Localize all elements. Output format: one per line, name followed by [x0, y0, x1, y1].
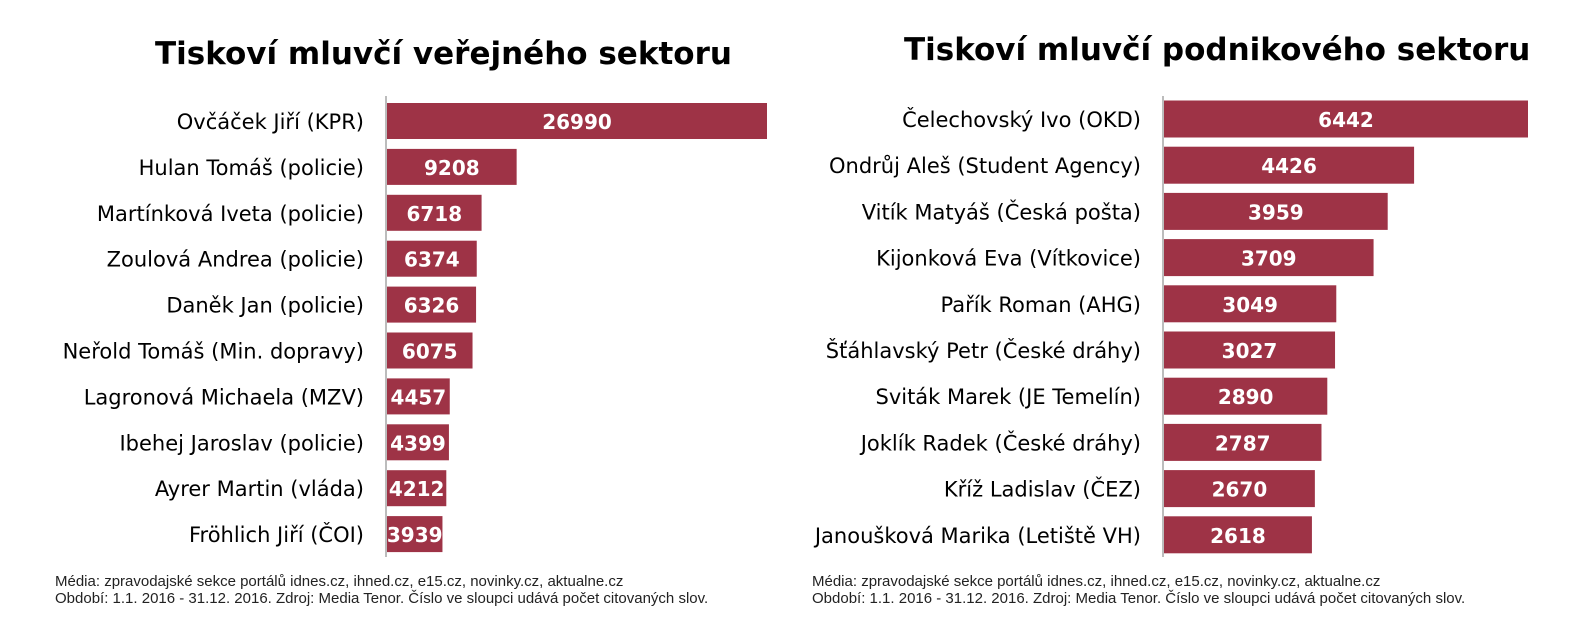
bar-chart-corporate-sector: Čelechovský Ivo (OKD) 6442 Ondrůj Aleš (St…: [813, 96, 1528, 557]
data-label: 6442: [1318, 108, 1374, 132]
bar: [1164, 470, 1315, 508]
category-label: Daněk Jan (policie): [166, 294, 364, 318]
bar: [1164, 516, 1312, 554]
data-label: 3939: [387, 523, 443, 547]
data-label: 3709: [1241, 247, 1297, 271]
data-label: 26990: [542, 110, 612, 134]
data-label: 2890: [1218, 385, 1274, 409]
category-label: Janoušková Marika (Letiště VH): [813, 524, 1141, 548]
chart-title-corporate-sector: Tiskoví mluvčí podnikového sektoru: [904, 32, 1531, 68]
source-note-period: Období: 1.1. 2016 - 31.12. 2016. Zdroj: …: [812, 590, 1466, 607]
category-label: Ibehej Jaroslav (policie): [119, 431, 364, 455]
bar: [387, 286, 477, 323]
source-note-public-sector: Média: zpravodajské sekce portálů idnes.…: [55, 573, 708, 607]
category-label: Joklík Radek (České dráhy): [859, 430, 1141, 455]
data-label: 3027: [1222, 339, 1278, 363]
category-label: Martínková Iveta (policie): [97, 202, 364, 226]
bar: [1164, 331, 1336, 369]
category-label: Vitík Matyáš (Česká pošta): [862, 199, 1141, 224]
source-note-media: Média: zpravodajské sekce portálů idnes.…: [55, 573, 624, 590]
chart-title-public-sector: Tiskoví mluvčí veřejného sektoru: [155, 36, 732, 72]
source-note-corporate-sector: Média: zpravodajské sekce portálů idnes.…: [812, 573, 1465, 607]
category-label: Ondrůj Aleš (Student Agency): [829, 154, 1141, 178]
category-label: Zoulová Andrea (policie): [107, 248, 364, 272]
bar: [387, 194, 482, 231]
category-label: Sviták Marek (JE Temelín): [875, 385, 1141, 409]
data-label: 9208: [424, 156, 480, 180]
data-label: 4426: [1261, 154, 1317, 178]
source-note-period: Období: 1.1. 2016 - 31.12. 2016. Zdroj: …: [55, 590, 709, 607]
category-label: Ovčáček Jiří (KPR): [177, 110, 364, 134]
category-label: Hulan Tomáš (policie): [139, 156, 364, 180]
data-label: 6718: [406, 202, 462, 226]
bar: [1164, 285, 1337, 323]
bar: [387, 378, 450, 415]
data-label: 3959: [1248, 200, 1304, 224]
category-label: Fröhlich Jiří (ČOI): [189, 522, 364, 547]
bar-chart-public-sector: Ovčáček Jiří (KPR) 26990 Hulan Tomáš (poli…: [63, 96, 767, 557]
bar: [387, 148, 517, 185]
data-label: 2787: [1215, 431, 1271, 455]
data-label: 6075: [402, 340, 458, 364]
category-label: Čelechovský Ivo (OKD): [902, 107, 1141, 132]
data-label: 6326: [404, 294, 460, 318]
data-label: 4399: [390, 431, 446, 455]
bar: [1164, 100, 1528, 138]
data-label: 2670: [1212, 478, 1268, 502]
bar: [387, 424, 449, 461]
bar: [1164, 423, 1322, 461]
source-note-media: Média: zpravodajské sekce portálů idnes.…: [812, 573, 1381, 590]
category-label: Lagronová Michaela (MZV): [84, 385, 364, 409]
category-label: Neřold Tomáš (Min. dopravy): [63, 340, 364, 364]
category-label: Šťáhlavský Petr (České dráhy): [826, 338, 1141, 363]
data-label: 3049: [1222, 293, 1278, 317]
bar: [1164, 146, 1415, 184]
data-label: 2618: [1210, 524, 1266, 548]
category-label: Kijonková Eva (Vítkovice): [876, 247, 1141, 271]
category-label: Ayrer Martin (vláda): [155, 477, 364, 501]
bar: [387, 103, 767, 139]
bar: [387, 470, 447, 507]
bar: [1164, 239, 1374, 277]
bar: [387, 332, 473, 369]
bar: [1164, 377, 1328, 415]
category-label: Pařík Roman (AHG): [940, 293, 1141, 317]
bar: [387, 516, 443, 553]
data-label: 4457: [391, 385, 447, 409]
bar: [387, 240, 477, 277]
bar: [1164, 192, 1388, 230]
category-label: Kříž Ladislav (ČEZ): [944, 477, 1141, 502]
data-label: 6374: [404, 248, 460, 272]
data-label: 4212: [389, 477, 445, 501]
